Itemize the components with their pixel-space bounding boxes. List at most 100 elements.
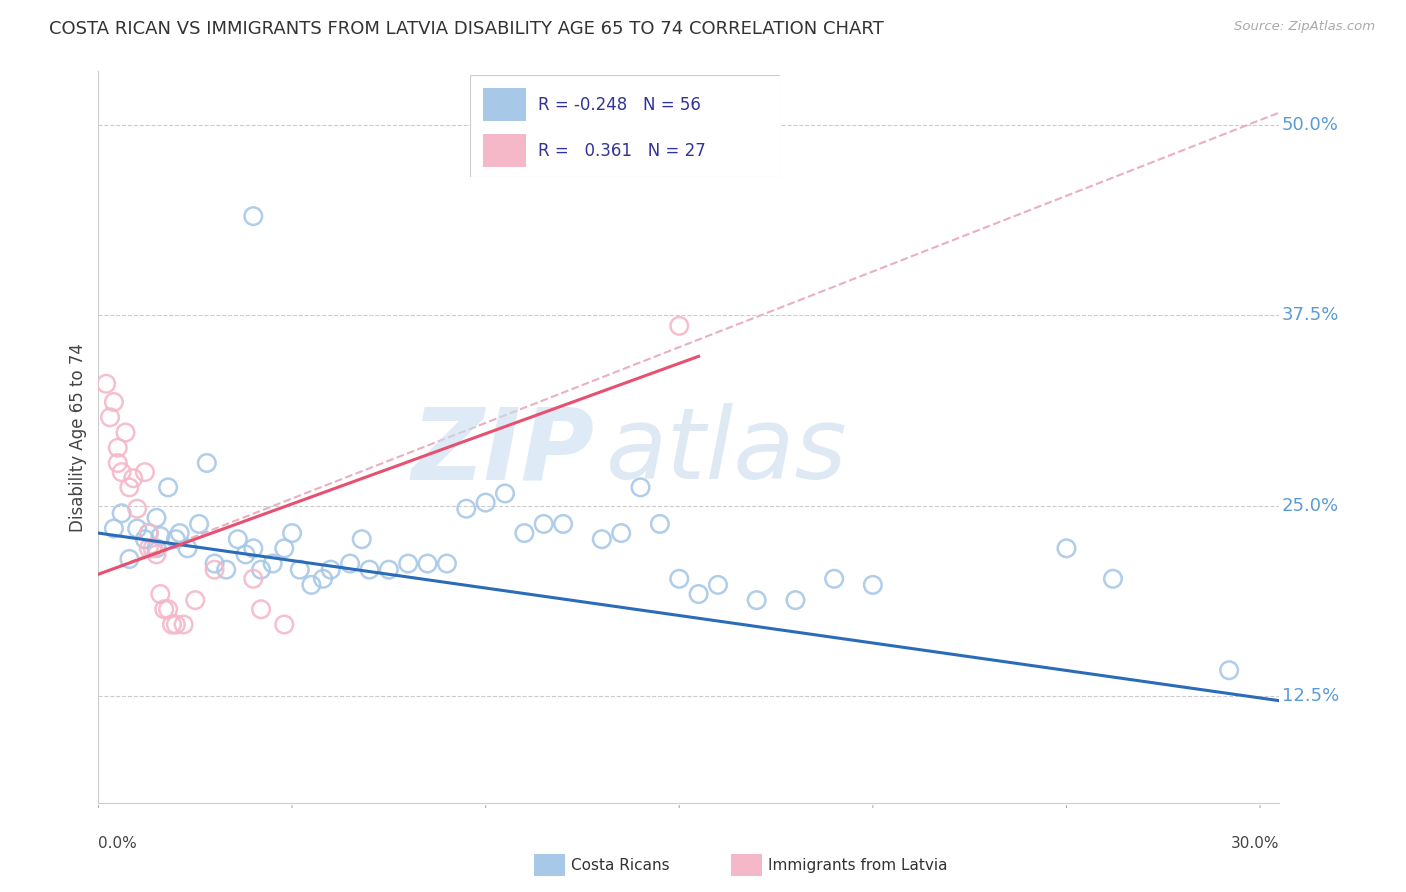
Text: R = -0.248   N = 56: R = -0.248 N = 56	[538, 95, 702, 113]
Point	[138, 541, 160, 556]
Point	[339, 557, 361, 571]
Point	[134, 465, 156, 479]
Point	[474, 495, 496, 509]
Point	[195, 456, 218, 470]
Point	[118, 480, 141, 494]
Text: 50.0%: 50.0%	[1282, 116, 1339, 134]
Text: ZIP: ZIP	[412, 403, 595, 500]
Point	[98, 410, 121, 425]
Point	[188, 516, 211, 531]
Point	[494, 486, 516, 500]
Point	[785, 593, 807, 607]
Point	[250, 602, 273, 616]
Point	[1102, 572, 1125, 586]
Point	[533, 516, 555, 531]
Point	[513, 526, 536, 541]
Point	[235, 548, 257, 562]
Point	[668, 572, 690, 586]
Text: 12.5%: 12.5%	[1282, 687, 1339, 706]
Point	[273, 617, 295, 632]
Point	[103, 521, 125, 535]
Text: 25.0%: 25.0%	[1282, 497, 1339, 515]
Point	[862, 578, 884, 592]
Point	[103, 395, 125, 409]
Text: 0.0%: 0.0%	[98, 837, 138, 851]
Point	[226, 532, 249, 546]
Point	[396, 557, 419, 571]
Point	[157, 480, 180, 494]
Point	[107, 456, 129, 470]
Point	[456, 501, 478, 516]
Point	[149, 529, 172, 543]
Point	[288, 563, 311, 577]
Point	[281, 526, 304, 541]
Point	[668, 318, 690, 333]
Point	[145, 548, 167, 562]
Point	[378, 563, 401, 577]
Point	[142, 541, 165, 556]
Point	[242, 209, 264, 223]
Point	[648, 516, 671, 531]
Text: Costa Ricans: Costa Ricans	[571, 858, 669, 872]
Point	[118, 552, 141, 566]
Point	[551, 516, 574, 531]
Point	[204, 557, 226, 571]
Point	[169, 526, 191, 541]
Point	[262, 557, 284, 571]
Point	[114, 425, 136, 440]
Point	[1218, 663, 1240, 677]
Text: Source: ZipAtlas.com: Source: ZipAtlas.com	[1234, 20, 1375, 33]
Point	[138, 526, 160, 541]
Point	[165, 617, 187, 632]
Point	[153, 602, 176, 616]
Y-axis label: Disability Age 65 to 74: Disability Age 65 to 74	[69, 343, 87, 532]
Point	[242, 541, 264, 556]
Point	[157, 602, 180, 616]
Point	[145, 511, 167, 525]
Point	[591, 532, 613, 546]
Bar	[482, 135, 526, 167]
FancyBboxPatch shape	[471, 75, 780, 178]
Point	[319, 563, 342, 577]
Point	[1056, 541, 1078, 556]
Point	[111, 506, 134, 520]
Point	[359, 563, 381, 577]
Point	[134, 532, 156, 546]
Point	[630, 480, 652, 494]
Point	[145, 541, 167, 556]
Point	[173, 617, 195, 632]
Point	[127, 501, 149, 516]
Point	[610, 526, 633, 541]
Point	[204, 563, 226, 577]
Text: atlas: atlas	[606, 403, 848, 500]
Point	[242, 572, 264, 586]
Point	[215, 563, 238, 577]
Text: COSTA RICAN VS IMMIGRANTS FROM LATVIA DISABILITY AGE 65 TO 74 CORRELATION CHART: COSTA RICAN VS IMMIGRANTS FROM LATVIA DI…	[49, 20, 884, 37]
Point	[149, 587, 172, 601]
Point	[273, 541, 295, 556]
Point	[184, 593, 207, 607]
Point	[312, 572, 335, 586]
Point	[122, 471, 145, 485]
Point	[436, 557, 458, 571]
Point	[823, 572, 845, 586]
Point	[127, 521, 149, 535]
Text: 37.5%: 37.5%	[1282, 306, 1339, 324]
Point	[160, 617, 183, 632]
Point	[350, 532, 373, 546]
Point	[745, 593, 768, 607]
Text: Immigrants from Latvia: Immigrants from Latvia	[768, 858, 948, 872]
Text: 30.0%: 30.0%	[1232, 837, 1279, 851]
Point	[165, 532, 187, 546]
Point	[707, 578, 730, 592]
Point	[138, 526, 160, 541]
Point	[688, 587, 710, 601]
Point	[250, 563, 273, 577]
Point	[416, 557, 439, 571]
Point	[111, 465, 134, 479]
Bar	[482, 88, 526, 121]
Point	[176, 541, 198, 556]
Point	[299, 578, 322, 592]
Text: R =   0.361   N = 27: R = 0.361 N = 27	[538, 142, 706, 160]
Point	[96, 376, 118, 391]
